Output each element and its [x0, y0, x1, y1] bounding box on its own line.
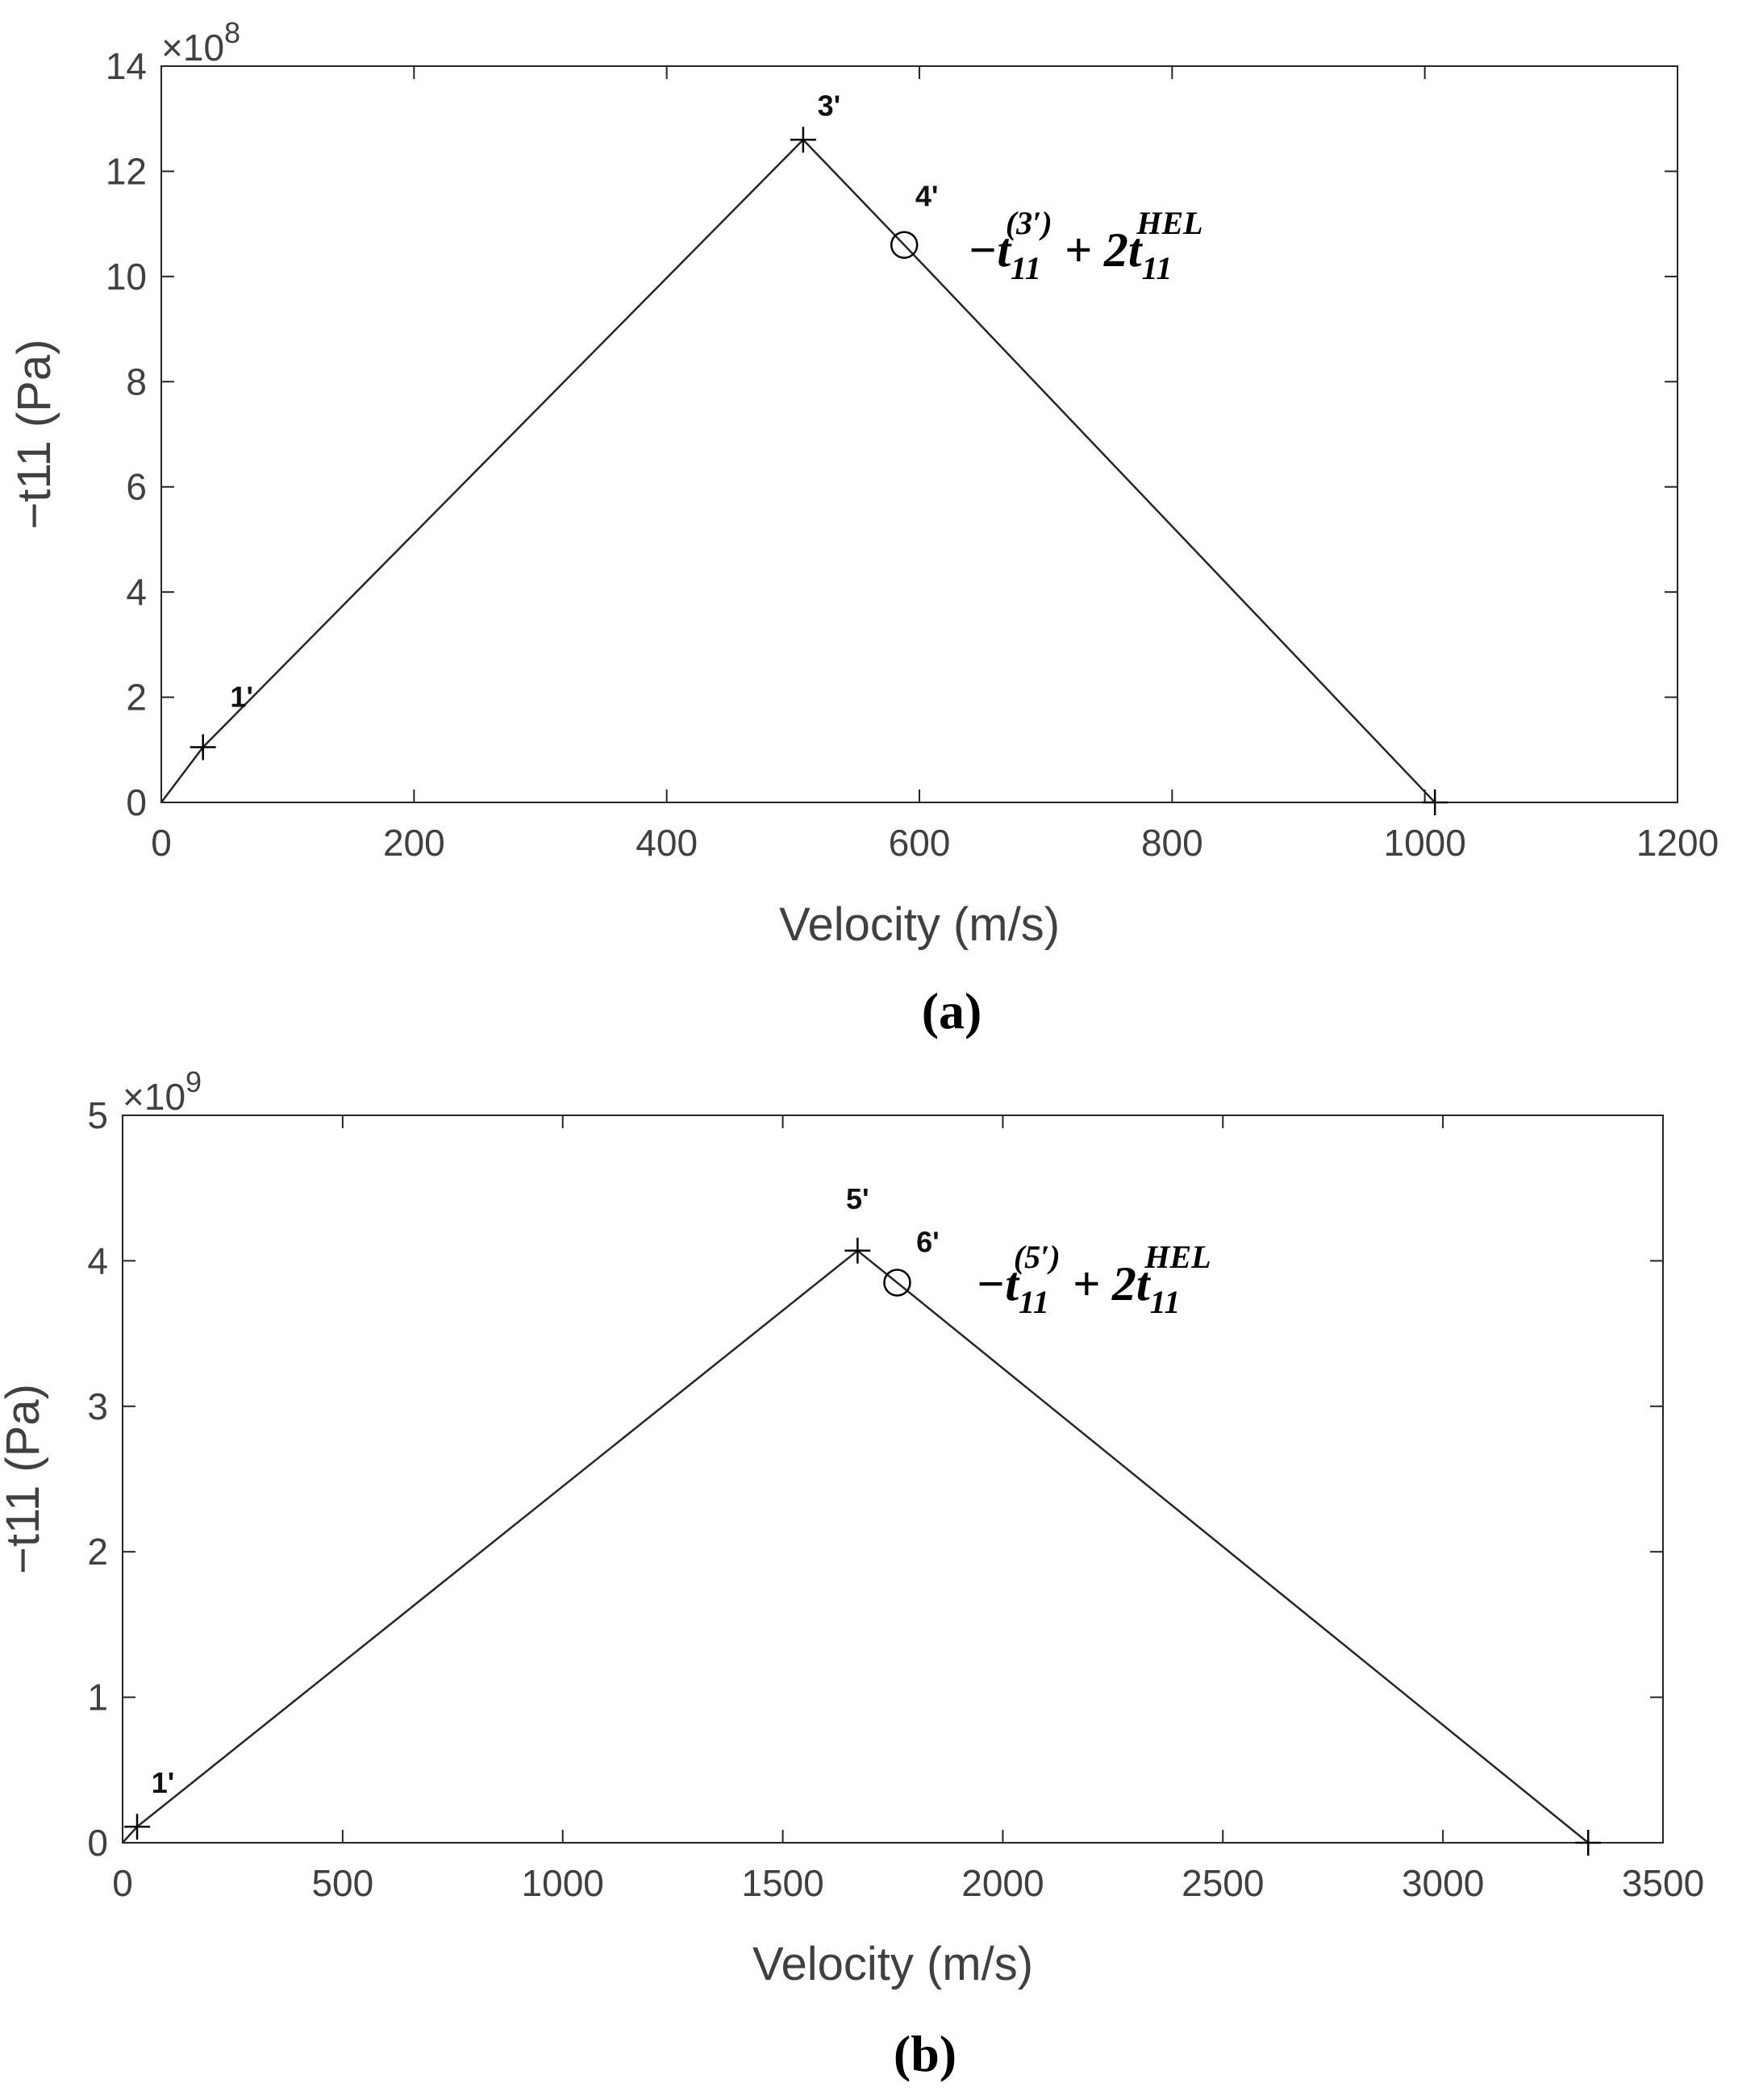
- y-tick-label: 4: [87, 1240, 108, 1281]
- annotation-formula: −t11(5′) + 2t11HEL: [976, 1239, 1211, 1320]
- x-tick-label: 1200: [1636, 822, 1719, 864]
- point-label: 1': [152, 1766, 175, 1799]
- annotation-middle: + 2t: [1061, 1257, 1152, 1310]
- annotation-sub2: 11: [1150, 1284, 1181, 1320]
- data-point-circle: [883, 1269, 911, 1297]
- point-label: 6': [916, 1225, 940, 1258]
- y-tick-label: 5: [87, 1094, 108, 1136]
- y-tick-label: 8: [126, 360, 147, 402]
- point-label: 3': [818, 89, 841, 122]
- figure-caption: (a): [922, 982, 982, 1040]
- annotation-sup: (3′): [1006, 205, 1052, 241]
- data-point-plus: [790, 127, 816, 153]
- x-tick-label: 200: [383, 822, 445, 864]
- y-tick-label: 6: [126, 466, 147, 508]
- data-point-plus: [844, 1237, 871, 1264]
- y-tick-label: 0: [126, 781, 147, 823]
- plot-area: [122, 1115, 1664, 1844]
- x-tick-label: 0: [151, 822, 172, 864]
- annotation-middle: + 2t: [1052, 223, 1144, 277]
- data-point-plus: [1575, 1830, 1602, 1856]
- x-tick-label: 3500: [1622, 1862, 1704, 1904]
- y-axis-label: −t11 (Pa): [8, 340, 60, 530]
- y-tick-label: 14: [106, 45, 147, 87]
- y-tick-label: 2: [87, 1531, 108, 1573]
- exponent-base: ×10: [161, 27, 224, 69]
- exponent-power: 8: [224, 16, 240, 49]
- y-exponent-label: ×108: [161, 16, 240, 69]
- annotation-prefix: −t: [968, 223, 1012, 277]
- point-label: 4': [915, 180, 939, 213]
- y-tick-label: 2: [126, 677, 147, 719]
- chart-b: 0 500 1000 1500 2000 2500 3000 3500 0 1 2 3 4 5 ×109 Ve…: [0, 1065, 1704, 2082]
- y-tick-label: 4: [126, 571, 147, 613]
- y-exponent-label: ×109: [123, 1065, 202, 1118]
- x-tick-label: 1500: [741, 1862, 823, 1904]
- series-line: [160, 138, 1436, 803]
- annotation-formula: −t11(3′) + 2t11HEL: [968, 205, 1203, 286]
- y-tick-label: 3: [87, 1385, 108, 1427]
- data-point-plus: [124, 1814, 151, 1840]
- x-axis-label: Velocity (m/s): [779, 898, 1060, 951]
- y-tick-label: 12: [106, 150, 147, 192]
- y-tick-label: 0: [87, 1822, 108, 1864]
- x-tick-label: 2000: [961, 1862, 1044, 1904]
- annotation-sup: (5′): [1014, 1239, 1061, 1275]
- data-point-plus: [1422, 790, 1448, 815]
- x-axis-label: Velocity (m/s): [752, 1938, 1033, 1990]
- y-tick-label: 1: [87, 1677, 108, 1719]
- y-tick-label: 10: [106, 256, 147, 298]
- annotation-sup2: HEL: [1136, 205, 1202, 241]
- y-axis-label: −t11 (Pa): [0, 1384, 49, 1574]
- x-tick-label: 400: [636, 822, 698, 864]
- annotation-sup2: HEL: [1144, 1239, 1211, 1275]
- figure-caption: (b): [894, 2025, 957, 2082]
- point-label: 1': [230, 681, 253, 714]
- x-tick-label: 1000: [522, 1862, 604, 1904]
- series-line: [122, 1249, 1589, 1844]
- data-point-circle: [890, 231, 919, 259]
- x-tick-label: 1000: [1383, 822, 1465, 864]
- x-tick-label: 600: [889, 822, 951, 864]
- exponent-base: ×10: [123, 1076, 185, 1118]
- x-tick-label: 3000: [1402, 1862, 1484, 1904]
- annotation-sub: 11: [1011, 250, 1041, 286]
- annotation-prefix: −t: [976, 1257, 1020, 1310]
- x-tick-label: 800: [1141, 822, 1203, 864]
- annotation-sub2: 11: [1142, 250, 1173, 286]
- plot-area: [160, 65, 1678, 803]
- point-label: 5': [846, 1182, 869, 1215]
- x-tick-label: 0: [112, 1862, 133, 1904]
- annotation-sub: 11: [1019, 1284, 1049, 1320]
- exponent-power: 9: [185, 1065, 202, 1098]
- x-tick-label: 2500: [1182, 1862, 1264, 1904]
- x-tick-label: 500: [311, 1862, 373, 1904]
- data-point-plus: [190, 734, 216, 760]
